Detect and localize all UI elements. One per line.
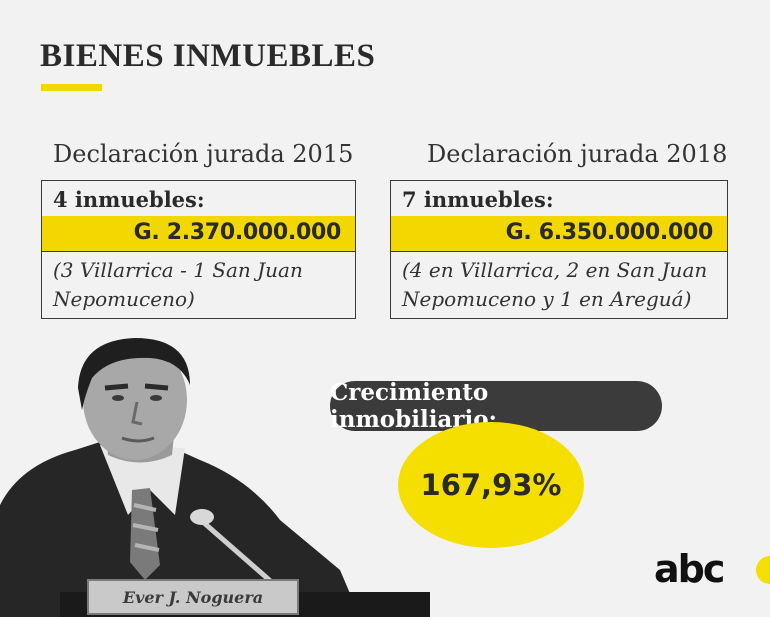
property-locations: (4 en Villarrica, 2 en San Juan Nepomuce… (402, 258, 708, 311)
logo-dot (756, 556, 770, 584)
property-locations: (3 Villarrica - 1 San Juan Nepomuceno) (53, 258, 303, 311)
abc-logo: abc (654, 548, 770, 591)
value-highlight (42, 216, 355, 251)
growth-label: Crecimiento inmobiliario: (330, 379, 662, 433)
property-count: 7 inmuebles: (402, 187, 554, 212)
legislator-photo: Ever J. Noguera (0, 338, 430, 617)
page-title: BIENES INMUEBLES (40, 38, 376, 74)
declaration-2018-card: 7 inmuebles: G. 6.350.000.000 (4 en Vill… (390, 180, 728, 319)
growth-value: 167,93% (398, 422, 584, 548)
card-divider (391, 251, 727, 252)
value-highlight (391, 216, 727, 251)
property-value: G. 6.350.000.000 (505, 220, 714, 245)
card-divider (42, 251, 355, 252)
property-count: 4 inmuebles: (53, 187, 205, 212)
declaration-2015-label: Declaración jurada 2015 (53, 140, 354, 168)
nameplate-text: Ever J. Noguera (122, 588, 263, 607)
property-value: G. 2.370.000.000 (133, 220, 342, 245)
title-underline (41, 84, 102, 91)
declaration-2018-label: Declaración jurada 2018 (427, 140, 728, 168)
declaration-2015-card: 4 inmuebles: G. 2.370.000.000 (3 Villarr… (41, 180, 356, 319)
abc-logo-text: abc (654, 548, 723, 591)
